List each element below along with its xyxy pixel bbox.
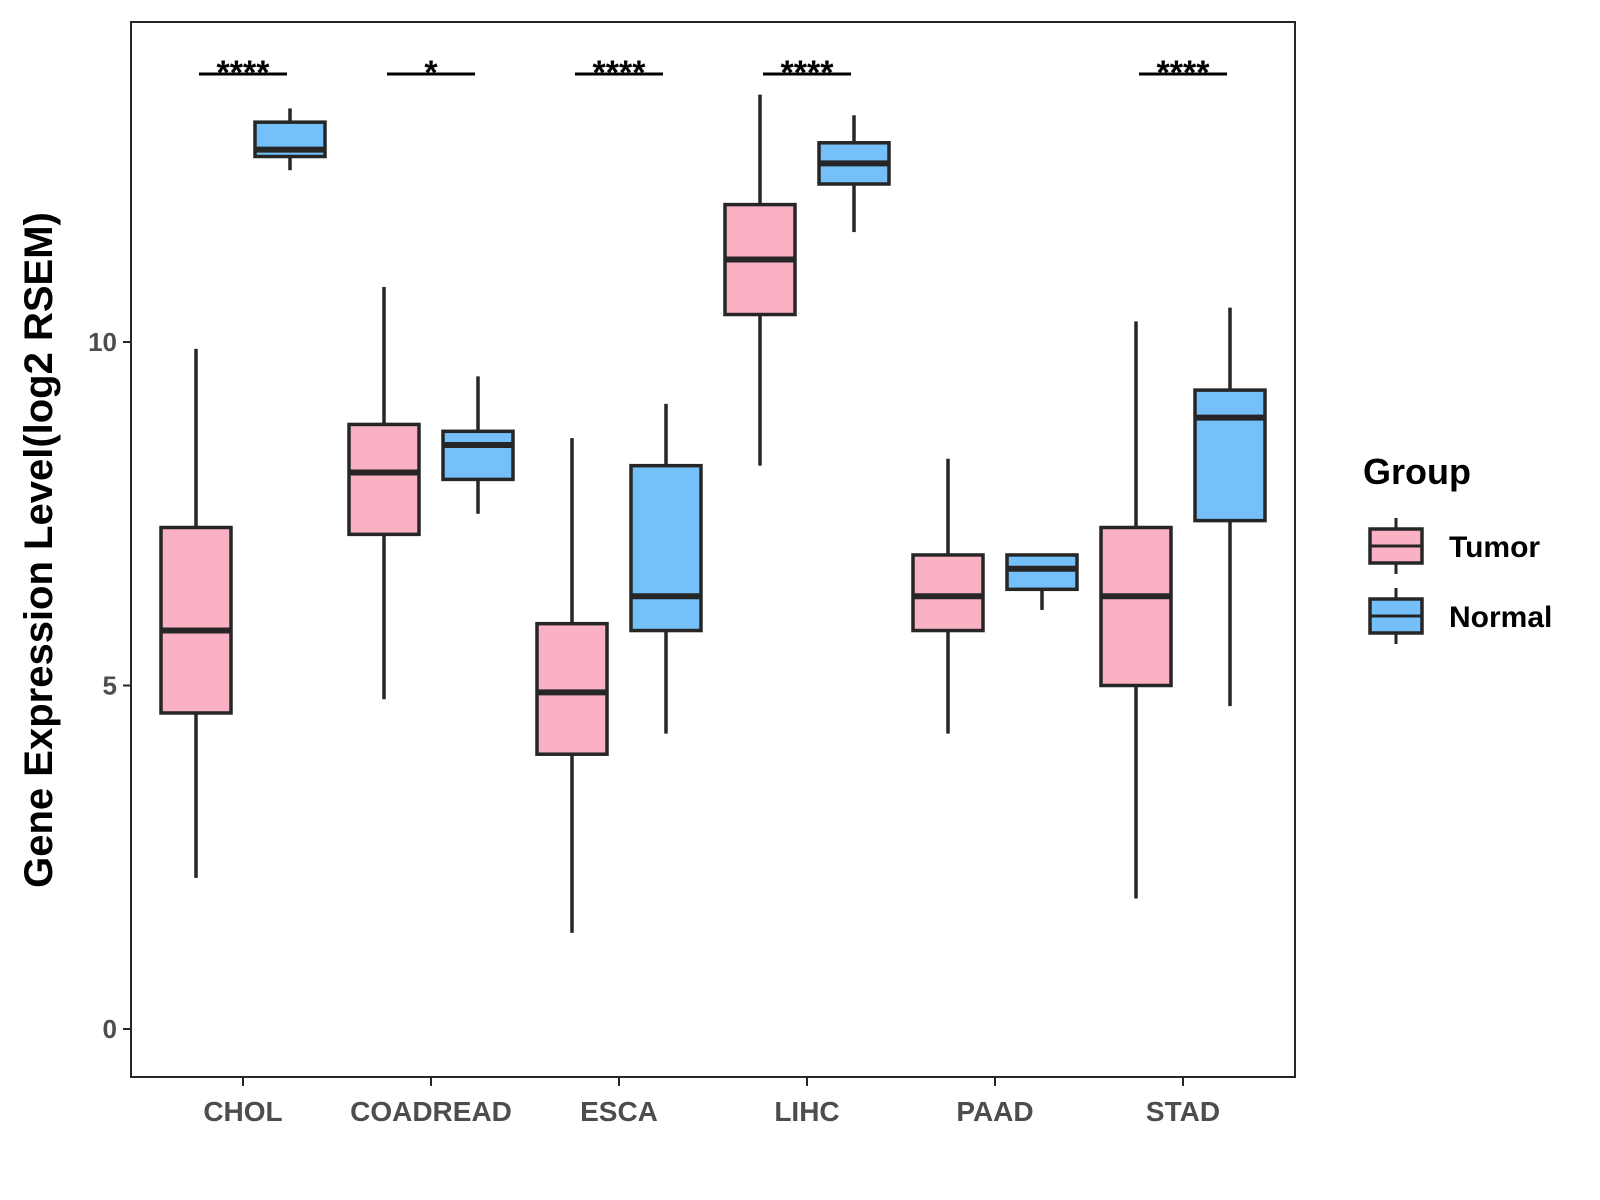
plot-panel-border	[130, 21, 1296, 1078]
significance-coadread: *	[387, 54, 475, 92]
legend-item-normal: Normal	[1368, 588, 1552, 644]
x-tick-label: STAD	[1146, 1096, 1220, 1127]
box-iqr	[1005, 553, 1079, 592]
box-normal-esca	[629, 403, 703, 734]
box-normal-coadread	[441, 376, 515, 514]
box-iqr	[159, 525, 233, 715]
box-normal-paad	[1005, 553, 1079, 610]
box-tumor-esca	[535, 438, 609, 933]
significance-lihc: ****	[763, 54, 851, 92]
box-tumor-paad	[911, 458, 985, 734]
box-iqr	[1099, 525, 1173, 688]
box-iqr	[441, 429, 515, 482]
significance-chol: ****	[199, 54, 287, 92]
legend-label: Normal	[1449, 601, 1552, 634]
legend-title: Group	[1363, 451, 1471, 492]
significance-esca: ****	[575, 54, 663, 92]
box-iqr	[1193, 388, 1267, 523]
box-iqr	[911, 553, 985, 633]
box-tumor-lihc	[723, 94, 797, 466]
y-axis: 0 5 10	[88, 327, 131, 1044]
x-tick-label: PAAD	[956, 1096, 1033, 1127]
x-axis: CHOL COADREAD ESCA LIHC PAAD STAD	[203, 1077, 1220, 1127]
y-tick-label: 5	[103, 671, 117, 701]
box-normal-lihc	[817, 115, 891, 233]
box-iqr	[629, 463, 703, 633]
significance-stad: ****	[1139, 54, 1227, 92]
legend-label: Tumor	[1449, 531, 1540, 564]
x-tick-label: ESCA	[580, 1096, 658, 1127]
significance-label: ****	[781, 54, 835, 92]
legend-item-tumor: Tumor	[1368, 518, 1540, 574]
x-tick-label: LIHC	[774, 1096, 839, 1127]
box-iqr	[535, 621, 609, 756]
significance-label: ****	[217, 54, 271, 92]
boxplot-series	[159, 94, 1267, 933]
significance-label: ****	[593, 54, 647, 92]
box-iqr	[347, 422, 421, 537]
box-normal-chol	[253, 108, 327, 171]
box-tumor-coadread	[347, 287, 421, 700]
significance-label: *	[424, 54, 438, 92]
box-normal-stad	[1193, 307, 1267, 707]
box-tumor-chol	[159, 348, 233, 878]
legend: Group Tumor Normal	[1363, 451, 1552, 644]
x-tick-label: CHOL	[203, 1096, 282, 1127]
significance-annotations: **** * **** **** ****	[199, 54, 1227, 92]
x-tick-label: COADREAD	[350, 1096, 512, 1127]
y-tick-label: 10	[88, 327, 117, 357]
y-tick-label: 0	[103, 1014, 117, 1044]
significance-label: ****	[1157, 54, 1211, 92]
box-tumor-stad	[1099, 321, 1173, 899]
y-axis-title: Gene Expression Level(log2 RSEM)	[17, 212, 61, 888]
